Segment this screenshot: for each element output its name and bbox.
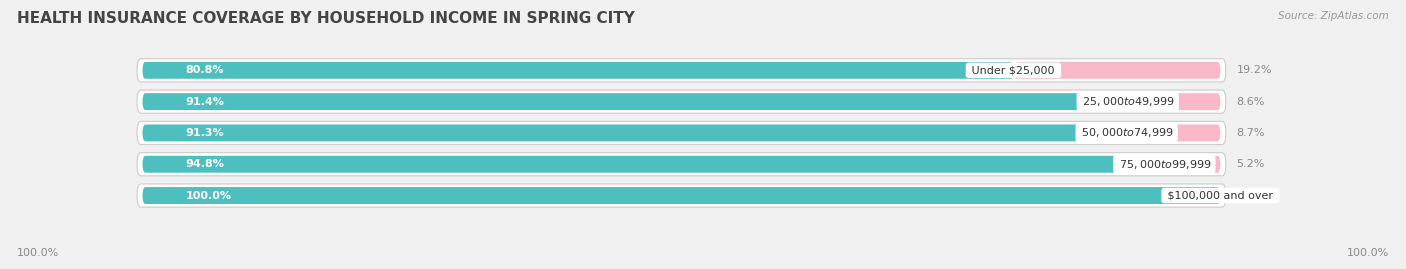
Text: 100.0%: 100.0%: [1347, 248, 1389, 258]
FancyBboxPatch shape: [142, 187, 1220, 204]
FancyBboxPatch shape: [142, 156, 1164, 173]
FancyBboxPatch shape: [1164, 156, 1220, 173]
Text: Under $25,000: Under $25,000: [969, 65, 1059, 75]
FancyBboxPatch shape: [142, 93, 1128, 110]
Text: $75,000 to $99,999: $75,000 to $99,999: [1116, 158, 1213, 171]
Text: HEALTH INSURANCE COVERAGE BY HOUSEHOLD INCOME IN SPRING CITY: HEALTH INSURANCE COVERAGE BY HOUSEHOLD I…: [17, 11, 634, 26]
Text: $25,000 to $49,999: $25,000 to $49,999: [1080, 95, 1175, 108]
FancyBboxPatch shape: [138, 59, 1226, 82]
Text: 5.2%: 5.2%: [1237, 159, 1265, 169]
Text: 80.8%: 80.8%: [186, 65, 224, 75]
Text: Source: ZipAtlas.com: Source: ZipAtlas.com: [1278, 11, 1389, 21]
FancyBboxPatch shape: [142, 125, 1126, 141]
FancyBboxPatch shape: [138, 121, 1226, 144]
Text: 91.3%: 91.3%: [186, 128, 224, 138]
FancyBboxPatch shape: [1014, 62, 1220, 79]
Text: $100,000 and over: $100,000 and over: [1164, 190, 1277, 200]
FancyBboxPatch shape: [138, 153, 1226, 176]
FancyBboxPatch shape: [142, 62, 1014, 79]
FancyBboxPatch shape: [1128, 93, 1220, 110]
FancyBboxPatch shape: [138, 90, 1226, 113]
Text: 100.0%: 100.0%: [17, 248, 59, 258]
Text: 8.7%: 8.7%: [1237, 128, 1265, 138]
Text: 8.6%: 8.6%: [1237, 97, 1265, 107]
Text: 100.0%: 100.0%: [186, 190, 232, 200]
FancyBboxPatch shape: [1126, 125, 1220, 141]
FancyBboxPatch shape: [138, 184, 1226, 207]
Text: 0.0%: 0.0%: [1237, 190, 1265, 200]
Text: 19.2%: 19.2%: [1237, 65, 1272, 75]
Text: 94.8%: 94.8%: [186, 159, 225, 169]
Text: 91.4%: 91.4%: [186, 97, 225, 107]
Text: $50,000 to $74,999: $50,000 to $74,999: [1078, 126, 1175, 139]
